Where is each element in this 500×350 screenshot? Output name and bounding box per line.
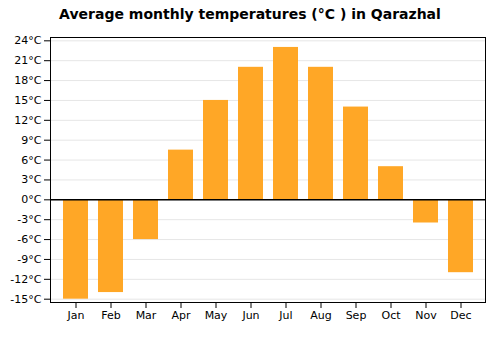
svg-text:-12°C: -12°C (10, 273, 41, 286)
svg-text:3°C: 3°C (21, 173, 41, 186)
svg-text:18°C: 18°C (14, 74, 41, 87)
svg-text:0°C: 0°C (21, 193, 41, 206)
svg-text:24°C: 24°C (14, 34, 41, 47)
svg-text:9°C: 9°C (21, 134, 41, 147)
svg-text:-9°C: -9°C (17, 253, 41, 266)
svg-text:Jun: Jun (241, 309, 259, 322)
svg-text:-6°C: -6°C (17, 233, 41, 246)
svg-text:Aug: Aug (310, 309, 331, 322)
svg-text:15°C: 15°C (14, 94, 41, 107)
svg-text:-15°C: -15°C (10, 293, 41, 306)
svg-text:Oct: Oct (381, 309, 401, 322)
svg-text:Sep: Sep (346, 309, 367, 322)
svg-text:Mar: Mar (136, 309, 157, 322)
svg-text:Jul: Jul (278, 309, 292, 322)
svg-text:12°C: 12°C (14, 114, 41, 127)
svg-text:Nov: Nov (415, 309, 437, 322)
svg-text:Feb: Feb (101, 309, 120, 322)
svg-text:-3°C: -3°C (17, 213, 41, 226)
svg-text:Jan: Jan (67, 309, 85, 322)
svg-text:Apr: Apr (171, 309, 191, 322)
svg-text:6°C: 6°C (21, 154, 41, 167)
svg-text:21°C: 21°C (14, 54, 41, 67)
html-text:Average monthly temperatures (: Average monthly temperatures (°C ) in Qa… (59, 6, 441, 22)
svg-text:Dec: Dec (450, 309, 471, 322)
svg-text:May: May (205, 309, 228, 322)
